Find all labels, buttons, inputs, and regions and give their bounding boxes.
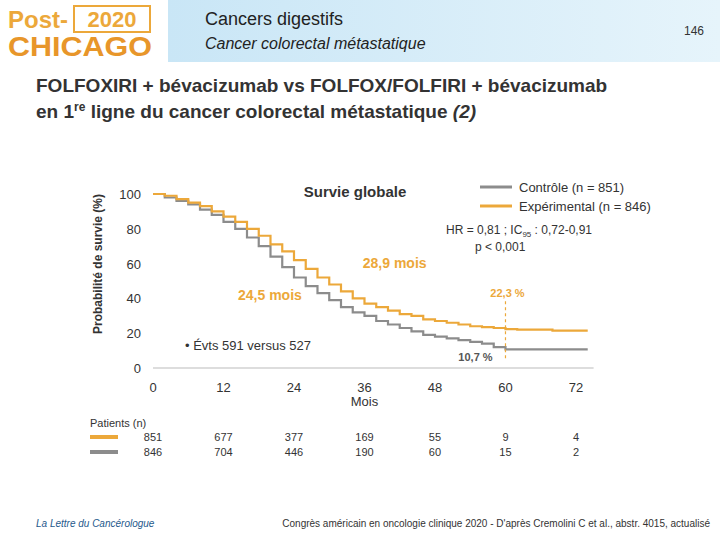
x-tick-label: 12 xyxy=(216,380,230,395)
annotation: 10,7 % xyxy=(458,351,492,363)
section: Cancers digestifs xyxy=(205,9,343,29)
y-tick-label: 20 xyxy=(127,326,141,341)
at-risk-value: 169 xyxy=(355,431,373,443)
at-risk-value: 377 xyxy=(285,431,303,443)
at-risk-value: 60 xyxy=(429,446,441,458)
title-part: en 1 xyxy=(36,101,74,122)
at-risk-value: 9 xyxy=(502,431,508,443)
x-tick-label: 24 xyxy=(287,380,301,395)
x-tick-label: 48 xyxy=(428,380,442,395)
title-part: ligne du cancer colorectal métastatique xyxy=(85,101,452,122)
x-tick-label: 0 xyxy=(149,380,156,395)
slide-title-2: en 1re ligne du cancer colorectal métast… xyxy=(36,100,476,122)
header-band xyxy=(168,0,720,62)
at-risk-swatch xyxy=(90,435,118,439)
slide-title: FOLFOXIRI + bévacizumab vs FOLFOX/FOLFIR… xyxy=(36,75,607,96)
chart-title: Survie globale xyxy=(304,183,407,200)
y-tick-label: 60 xyxy=(127,257,141,272)
title-sup: re xyxy=(74,100,86,114)
footer-left: La Lettre du Cancérologue xyxy=(36,518,155,529)
logo-top: Post- xyxy=(8,6,68,33)
slide: Post-2020CHICAGOCancers digestifsCancer … xyxy=(0,0,720,540)
at-risk-value: 446 xyxy=(285,446,303,458)
y-tick-label: 100 xyxy=(119,187,141,202)
curves xyxy=(153,194,588,349)
annotation: 22,3 % xyxy=(490,287,524,299)
x-tick-label: 36 xyxy=(357,380,371,395)
logo-year-box xyxy=(74,6,150,32)
hr-part: HR = 0,81 ; IC xyxy=(446,223,523,237)
x-axis-line xyxy=(153,368,594,369)
x-tick-label: 60 xyxy=(498,380,512,395)
y-tick-label: 80 xyxy=(127,222,141,237)
page-number: 146 xyxy=(684,24,704,38)
at-risk-value: 55 xyxy=(429,431,441,443)
annotation: 28,9 mois xyxy=(363,255,427,271)
annotation-dash xyxy=(505,301,506,359)
at-risk-value: 190 xyxy=(355,446,373,458)
at-risk-value: 15 xyxy=(499,446,511,458)
subsection: Cancer colorectal métastatique xyxy=(205,35,426,52)
survival-curve xyxy=(153,194,588,349)
at-risk-value: 704 xyxy=(214,446,232,458)
hr-part: : 0,72-0,91 xyxy=(531,223,592,237)
footer-right: Congrès américain en oncologie clinique … xyxy=(282,518,710,529)
y-axis-label: Probabilité de survie (%) xyxy=(91,194,105,334)
p-value: p < 0,001 xyxy=(475,240,526,254)
x-tick-label: 72 xyxy=(569,380,583,395)
y-tick-label: 40 xyxy=(127,291,141,306)
at-risk-value: 677 xyxy=(214,431,232,443)
at-risk-label: Patients (n) xyxy=(90,417,146,429)
survival-curve xyxy=(153,194,588,331)
legend-swatch xyxy=(480,205,512,208)
logo-bottom: CHICAGO xyxy=(8,32,152,62)
y-tick-label: 0 xyxy=(134,361,141,376)
legend-label: Expérimental (n = 846) xyxy=(519,199,651,214)
at-risk-value: 846 xyxy=(144,446,162,458)
at-risk-value: 4 xyxy=(573,431,579,443)
events: • Évts 591 versus 527 xyxy=(185,338,311,353)
legend-label: Contrôle (n = 851) xyxy=(519,180,624,195)
legend-swatch xyxy=(480,186,512,189)
annotation: 24,5 mois xyxy=(238,287,302,303)
at-risk-value: 851 xyxy=(144,431,162,443)
logo-year: 2020 xyxy=(88,7,137,32)
x-axis-label: Mois xyxy=(351,394,379,409)
at-risk-value: 2 xyxy=(573,446,579,458)
hazard-ratio: HR = 0,81 ; IC95 : 0,72-0,91 xyxy=(446,223,592,239)
title-note: (2) xyxy=(453,101,476,122)
at-risk-swatch xyxy=(90,450,118,454)
